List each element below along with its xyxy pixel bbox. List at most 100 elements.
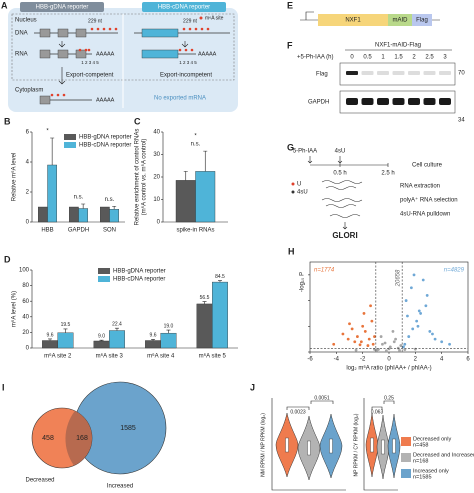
point — [332, 342, 336, 346]
x-tick-label: 0 — [387, 357, 391, 363]
annotation: * — [46, 129, 49, 135]
annotation: n.s. — [191, 142, 201, 148]
point — [353, 340, 357, 344]
point — [362, 312, 366, 315]
y-axis-label: NM RPKM / NP RPKM (log₂) — [260, 413, 266, 477]
p-value: 0.0023 — [290, 409, 306, 415]
tag-box — [388, 14, 412, 26]
legend-label: n=168 — [413, 458, 428, 464]
label: 4sU — [335, 149, 346, 155]
y-axis-label: -log₁₀ P — [300, 272, 306, 292]
legend-label: HBB-gDNA reporter — [113, 269, 166, 275]
point — [415, 319, 419, 323]
box — [307, 440, 311, 456]
key-marker — [291, 190, 295, 194]
legend-swatch — [401, 469, 411, 478]
y-tick-label: 80 — [22, 283, 29, 289]
y-tick-label: 100 — [19, 268, 30, 274]
point — [371, 342, 375, 346]
lane-label: 1.5 — [394, 55, 403, 61]
legend-label: Increased only — [413, 468, 449, 474]
exon — [75, 28, 87, 38]
band — [439, 98, 451, 105]
point — [403, 348, 407, 352]
label: Export-competent — [66, 73, 114, 79]
x-tick-label: m⁶A site 3 — [96, 353, 124, 360]
error-bar — [81, 203, 86, 209]
point — [416, 324, 420, 328]
exon — [141, 49, 179, 59]
point — [367, 337, 371, 341]
y-tick-label: 40 — [22, 314, 29, 320]
exon — [39, 49, 51, 59]
point — [406, 314, 409, 318]
marker: 34 — [458, 118, 465, 124]
point — [388, 345, 392, 349]
bar — [78, 208, 89, 223]
band — [408, 71, 420, 75]
box — [392, 438, 396, 454]
band-label: Flag — [316, 72, 328, 78]
exon — [57, 28, 69, 38]
error-bar — [203, 150, 208, 172]
p-value: 0.25 — [384, 395, 394, 401]
error-bar — [63, 328, 68, 333]
x-tick-label: spike-in RNAs — [176, 228, 214, 234]
legend-label: Decreased only — [413, 436, 451, 442]
legend-swatch — [64, 142, 76, 148]
x-tick-label: HBB — [41, 228, 53, 234]
label: 0.5 h — [333, 171, 346, 177]
label: Nucleus — [15, 18, 37, 24]
panel-letter: A — [1, 0, 8, 10]
y-tick-label: 10 — [153, 197, 160, 203]
box — [370, 437, 374, 453]
site-numbers: 1 2 3 4 5 — [81, 60, 99, 65]
annotation: n.s. — [105, 197, 115, 203]
bar — [42, 340, 58, 349]
value-label: 84.5 — [215, 274, 225, 280]
count: 168 — [76, 435, 88, 442]
panel-letter: J — [250, 382, 255, 392]
label: Decreased — [25, 478, 54, 484]
rna-squiggles — [321, 180, 363, 218]
lane-label: 2 — [412, 55, 416, 61]
lane-label: 3 — [443, 55, 447, 61]
panel-letter: G — [287, 142, 294, 152]
point — [417, 309, 421, 313]
band — [423, 71, 436, 75]
lane-label: 1 — [381, 55, 385, 61]
label: DNA — [15, 31, 28, 37]
band — [361, 71, 374, 75]
bar — [68, 206, 79, 223]
x-tick-label: -6 — [307, 357, 313, 363]
band — [377, 98, 389, 105]
error-bar — [99, 339, 104, 341]
exon — [57, 49, 69, 59]
y-axis-label: (m⁶A control vs. m⁶A control) — [141, 139, 148, 216]
y-tick-label: 0 — [26, 220, 30, 226]
box — [329, 438, 333, 454]
axes — [271, 398, 398, 491]
bar — [47, 164, 58, 223]
x-axis-label: log₂ m⁶A ratio (phIAA+ / phIAA-) — [346, 365, 431, 372]
point — [369, 304, 372, 308]
x-tick-label: -4 — [334, 357, 340, 363]
panel-e: E NXF1 mAID Flag — [287, 0, 440, 26]
label: Cytoplasm — [15, 88, 43, 94]
error-bar — [183, 171, 188, 181]
point — [375, 348, 379, 352]
arrows — [58, 41, 189, 85]
band — [392, 98, 405, 105]
band — [408, 98, 420, 105]
band — [346, 98, 358, 105]
lane-label: 0.5 — [363, 55, 372, 61]
exon — [39, 95, 51, 105]
point — [361, 324, 365, 328]
arrow — [342, 222, 348, 230]
legend-label: Decreased and Increased — [413, 452, 474, 458]
annotation: n.s. — [74, 195, 84, 201]
error-bar — [112, 205, 117, 210]
value-label: 56.5 — [200, 295, 210, 301]
key: 4sU — [297, 190, 308, 196]
p-value: 0.063 — [371, 409, 384, 415]
